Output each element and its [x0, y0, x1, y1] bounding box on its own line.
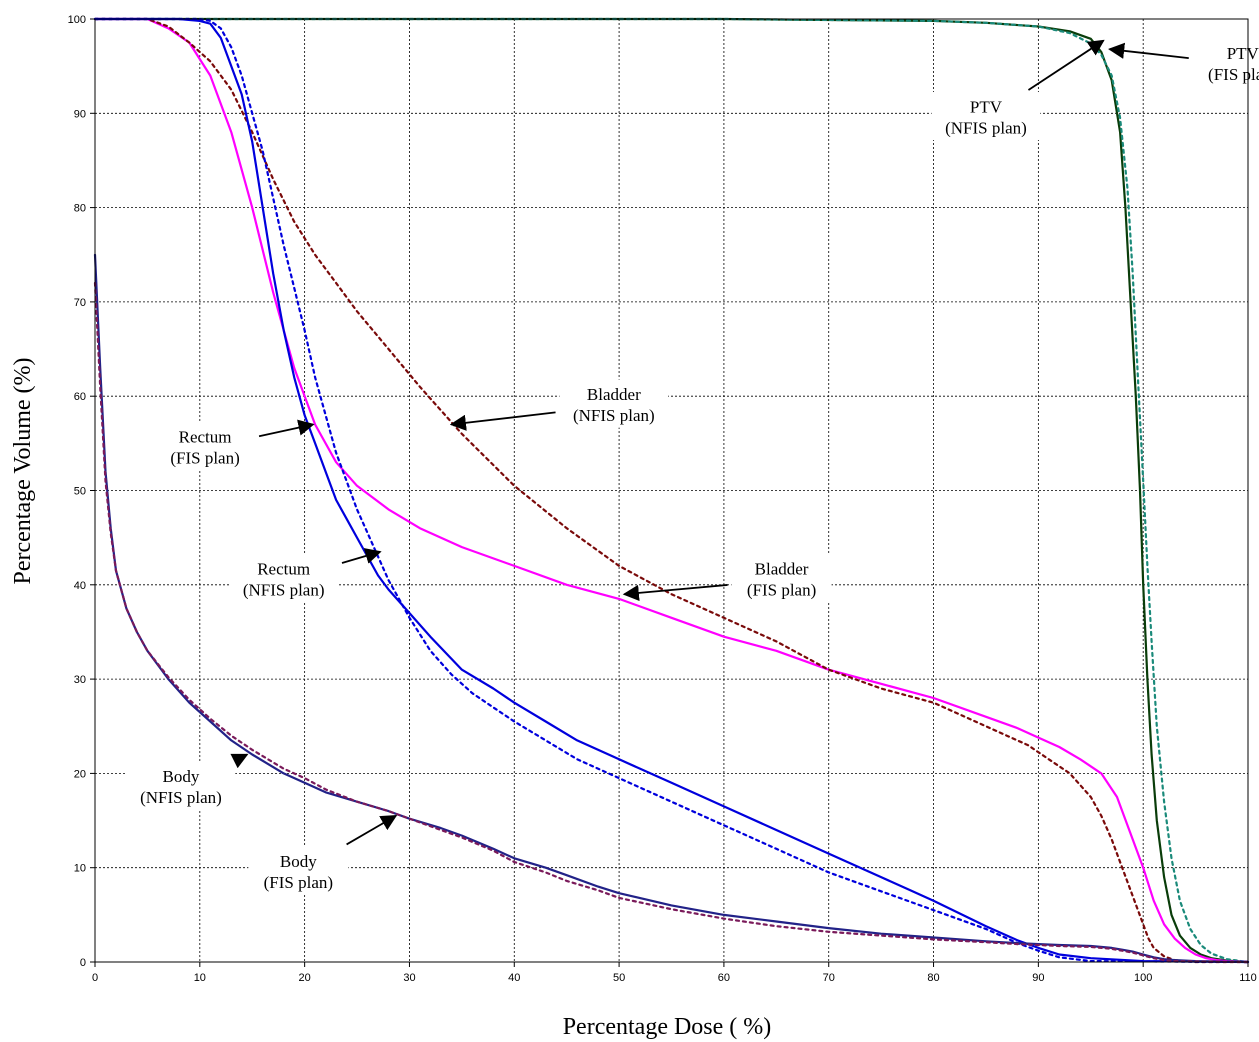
annotation-body-fis: Body (FIS plan): [248, 815, 398, 895]
x-tick-label: 10: [194, 972, 206, 984]
y-tick-label: 0: [80, 957, 86, 969]
annotation-text: PTV: [970, 98, 1003, 117]
annotation-text: (NFIS plan): [573, 406, 655, 425]
annotation-rectum-fis: Rectum (FIS plan): [155, 419, 315, 471]
y-tick-label: 90: [74, 108, 86, 120]
annotation-text: Bladder: [587, 385, 641, 404]
annotation-box: [931, 92, 1041, 141]
annotation-text: (NFIS plan): [140, 788, 222, 807]
x-tick-label: 40: [508, 972, 520, 984]
y-tick-label: 60: [74, 391, 86, 403]
series-line-rectum-fis-plan: [93, 17, 1250, 964]
annotation-arrow: [346, 815, 398, 846]
x-tick-label: 30: [403, 972, 415, 984]
annotation-text: (NFIS plan): [243, 581, 325, 600]
y-tick-label: 50: [74, 486, 86, 498]
y-tick-label: 80: [74, 203, 86, 215]
series-layer: [93, 17, 1250, 964]
series-line-ptv-nfis-plan: [93, 17, 1250, 964]
annotation-arrow: [449, 411, 556, 431]
annotations: PTV (FIS plan) PTV (NFIS plan) Bladder (NFIS …: [126, 38, 1259, 895]
annotation-text: (FIS plan): [747, 581, 816, 600]
y-tick-label: 40: [74, 580, 86, 592]
y-tick-label: 20: [74, 768, 86, 780]
annotation-text: Rectum: [257, 560, 310, 579]
y-tick-label: 10: [74, 863, 86, 875]
y-tick-label: 30: [74, 674, 86, 686]
annotation-text: Rectum: [179, 428, 232, 447]
y-axis-title: Percentage Volume (%): [10, 357, 36, 584]
y-tick-label: 70: [74, 297, 86, 309]
x-tick-label: 0: [92, 972, 98, 984]
series-line-bladder-nfis-plan: [93, 17, 1250, 964]
x-tick-label: 110: [1239, 972, 1257, 984]
annotation-rectum-nfis: Rectum (NFIS plan): [229, 548, 382, 603]
annotation-text: PTV: [1227, 44, 1259, 63]
annotation-ptv-nfis: PTV (NFIS plan): [931, 39, 1105, 141]
y-tick-label: 100: [68, 14, 86, 26]
series-line-body-nfis-plan: [93, 281, 1250, 964]
x-tick-label: 20: [299, 972, 311, 984]
x-tick-label: 60: [718, 972, 730, 984]
annotation-arrow: [1108, 42, 1189, 60]
annotation-box: [559, 379, 669, 428]
annotation-body-nfis: Body (NFIS plan): [126, 753, 249, 810]
annotation-text: (FIS plan): [264, 873, 333, 892]
axes: 0 10 20 30 40 50 60 70 80 90 100 110 0 10 20 30 40 50 60 70…: [68, 14, 1257, 984]
annotation-text: (FIS plan): [170, 449, 239, 468]
annotation-box: [731, 554, 832, 603]
annotation-text: Body: [163, 767, 200, 786]
x-axis-title: Percentage Dose ( %): [563, 1014, 772, 1040]
annotation-box: [126, 761, 236, 810]
annotation-arrow: [1027, 39, 1105, 91]
x-tick-label: 90: [1032, 972, 1044, 984]
series-line-rectum-nfis-plan: [93, 17, 1250, 964]
annotation-arrow: [341, 548, 382, 564]
annotation-box: [229, 554, 338, 603]
annotation-text: (FIS plan): [1208, 65, 1259, 84]
annotation-box: [248, 846, 349, 895]
annotation-bladder-nfis: Bladder (NFIS plan): [449, 379, 669, 431]
x-tick-label: 80: [927, 972, 939, 984]
x-tick-label: 70: [823, 972, 835, 984]
annotation-text: (NFIS plan): [945, 119, 1027, 138]
annotation-arrow: [230, 753, 249, 769]
x-tick-label: 50: [613, 972, 625, 984]
x-tick-label: 100: [1134, 972, 1152, 984]
annotation-text: Body: [280, 852, 317, 871]
annotation-arrow: [258, 419, 315, 438]
annotation-box: [155, 422, 256, 471]
annotation-arrow: [622, 584, 728, 601]
annotation-bladder-fis: Bladder (FIS plan): [622, 554, 832, 603]
annotation-text: Bladder: [755, 560, 809, 579]
